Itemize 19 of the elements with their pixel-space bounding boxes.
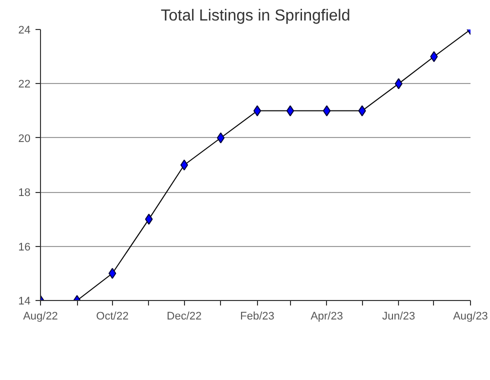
- x-tick-label: Jun/23: [382, 310, 416, 322]
- chart-title: Total Listings in Springfield: [160, 8, 350, 24]
- point: [216, 132, 225, 144]
- y-tick-label: 20: [18, 132, 31, 145]
- y-tick-label: 18: [18, 187, 31, 200]
- point: [286, 105, 294, 116]
- x-tick-label: Aug/23: [453, 310, 488, 322]
- point: [322, 105, 331, 116]
- y-tick-label: 24: [18, 24, 31, 36]
- x-tick-label: Aug/22: [23, 310, 58, 322]
- x-tick-label: Dec/22: [166, 310, 202, 322]
- y-tick-label: 22: [18, 78, 31, 91]
- x-tick-label: Feb/23: [240, 310, 274, 322]
- point: [180, 160, 188, 170]
- y-tick-label: 16: [18, 241, 31, 254]
- x-tick-label: Oct/22: [96, 310, 129, 322]
- y-tick-label: 14: [18, 296, 31, 308]
- x-tick-label: Apr/23: [310, 310, 343, 322]
- point: [253, 105, 262, 116]
